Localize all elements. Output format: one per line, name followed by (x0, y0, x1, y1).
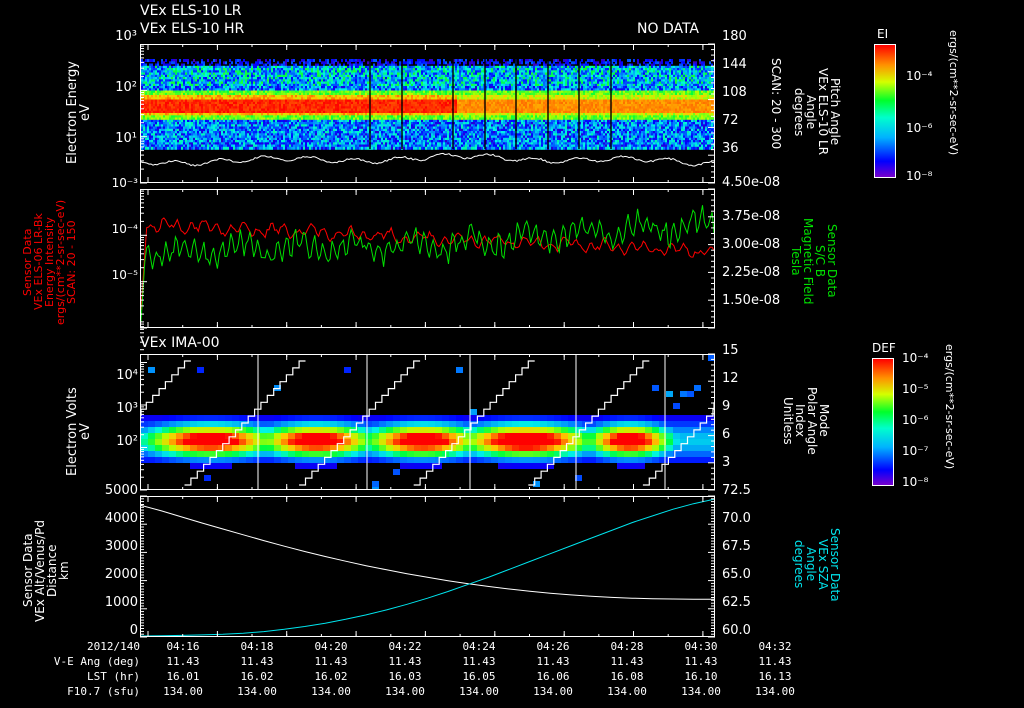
table-cell: 11.43 (462, 655, 496, 668)
panel2-left-ticklabels: 10⁻³ 10⁻⁴ 10⁻⁵ (111, 176, 138, 282)
panel3-plot-area (140, 354, 715, 490)
panel4-left-ticklabels: 5000 4000 3000 2000 1000 0 (104, 483, 138, 638)
table-cell: 134.00 (533, 685, 573, 698)
table-cell: 04:16 (166, 640, 200, 653)
table-row: V-E Ang (deg) 11.43 11.43 11.43 11.43 11.43 11… (0, 654, 812, 669)
table-cell: 04:24 (462, 640, 496, 653)
table-cell: 16.01 (166, 670, 200, 683)
table-row-label: F10.7 (sfu) (67, 685, 140, 698)
panel2-lines (141, 190, 714, 327)
table-cell: 11.43 (684, 655, 718, 668)
table-cell: 04:32 (758, 640, 792, 653)
colorbar1-unit: ergs/(cm**2-sr-sec-eV) (947, 30, 960, 156)
table-cell: 134.00 (237, 685, 277, 698)
table-row-label: LST (hr) (87, 670, 140, 683)
panel3-right-ticklabels: 15 12 9 6 3 (722, 343, 739, 470)
panel1-plot-area (140, 44, 715, 183)
colorbar2-unit: ergs/(cm**2-sr-sec-eV) (943, 344, 956, 470)
panel4-plot-area (140, 496, 715, 637)
panel2-right-ticklabels: 4.50e-08 3.75e-08 3.00e-08 2.25e-08 1.50… (722, 175, 781, 308)
table-cell: 16.08 (610, 670, 644, 683)
colorbar1-ticklabels: 10⁻⁴ 10⁻⁶ 10⁻⁸ (906, 69, 933, 183)
table-cell: 134.00 (607, 685, 647, 698)
table-cell: 04:18 (240, 640, 274, 653)
table-cell: 16.02 (240, 670, 274, 683)
table-cell: 04:30 (684, 640, 718, 653)
table-cell: 11.43 (758, 655, 792, 668)
table-row: LST (hr) 16.01 16.02 16.02 16.03 16.05 16.06 16… (0, 669, 812, 684)
panel4-lines (141, 497, 714, 636)
table-cell: 11.43 (314, 655, 348, 668)
table-cell: 11.43 (388, 655, 422, 668)
panel1-right-axis-label: Pitch Angle VEx ELS-10 LR Angle degrees (792, 68, 842, 156)
panel3-title: VEx IMA-00 (140, 335, 220, 351)
colorbar1-title: EI (877, 27, 889, 41)
table-cell: 11.43 (610, 655, 644, 668)
panel2-left-axis-label: Sensor Data VEx ELS-06 LR-Bk Energy Inte… (21, 199, 78, 325)
panel1-left-axis-label: Electron Energy eV (65, 61, 93, 165)
colorbar1-gradient (874, 44, 896, 178)
no-data-label: NO DATA (637, 21, 700, 37)
table-cell: 134.00 (755, 685, 795, 698)
panel3-spectrogram (141, 355, 714, 489)
panel1-left-ticklabels: 10³ 10² 10¹ (115, 29, 137, 146)
panel4-right-axis-label: Sensor Data VEx SZA Angle degrees (792, 527, 842, 602)
table-cell: 04:28 (610, 640, 644, 653)
table-cell: 16.13 (758, 670, 792, 683)
table-row: 2012/140 04:16 04:18 04:20 04:22 04:24 04:26 04… (0, 639, 812, 654)
panel1-title-lr: VEx ELS-10 LR (140, 3, 242, 19)
table-cell: 134.00 (459, 685, 499, 698)
panel1-scan-label: SCAN: 20 - 300 (769, 58, 783, 150)
table-cell: 16.03 (388, 670, 422, 683)
table-row-label: V-E Ang (deg) (53, 655, 140, 668)
time-parameter-table: 2012/140 04:16 04:18 04:20 04:22 04:24 04:26 04… (0, 639, 812, 699)
table-row-label: 2012/140 (87, 640, 140, 653)
table-row: F10.7 (sfu) 134.00 134.00 134.00 134.00 134.0… (0, 684, 812, 699)
table-cell: 134.00 (681, 685, 721, 698)
table-cell: 16.10 (684, 670, 718, 683)
table-cell: 04:26 (536, 640, 570, 653)
panel1-spectrogram (141, 45, 714, 182)
table-cell: 16.05 (462, 670, 496, 683)
table-cell: 04:22 (388, 640, 422, 653)
panel4-left-axis-label: Sensor Data VEx Alt/Venus/Pd Distance km (21, 519, 71, 622)
table-cell: 11.43 (536, 655, 570, 668)
table-cell: 16.02 (314, 670, 348, 683)
colorbar2-title: DEF (872, 341, 896, 355)
table-cell: 134.00 (163, 685, 203, 698)
table-cell: 11.43 (240, 655, 274, 668)
panel1-title-hr: VEx ELS-10 HR (140, 21, 245, 37)
panel4-right-ticklabels: 72.5 70.0 67.5 65.0 62.5 60.0 (722, 483, 751, 638)
table-cell: 04:20 (314, 640, 348, 653)
table-cell: 16.06 (536, 670, 570, 683)
panel2-right-axis-label: Sensor Data S/C B Magnetic Field Tesla (789, 217, 839, 305)
panel3-left-axis-label: Electron Volts eV (65, 387, 93, 477)
panel2-plot-area (140, 189, 715, 328)
colorbar2-ticklabels: 10⁻⁴ 10⁻⁵ 10⁻⁶ 10⁻⁷ 10⁻⁸ (902, 351, 929, 489)
panel3-right-axis-label: Mode Polar Angle Index Unitless (781, 386, 831, 455)
table-cell: 11.43 (166, 655, 200, 668)
table-cell: 134.00 (311, 685, 351, 698)
panel1-right-ticklabels: 180 144 108 72 36 (722, 29, 747, 156)
table-cell: 134.00 (385, 685, 425, 698)
panel3-left-ticklabels: 10⁴ 10³ 10² (116, 368, 138, 449)
colorbar2-gradient (872, 358, 894, 486)
